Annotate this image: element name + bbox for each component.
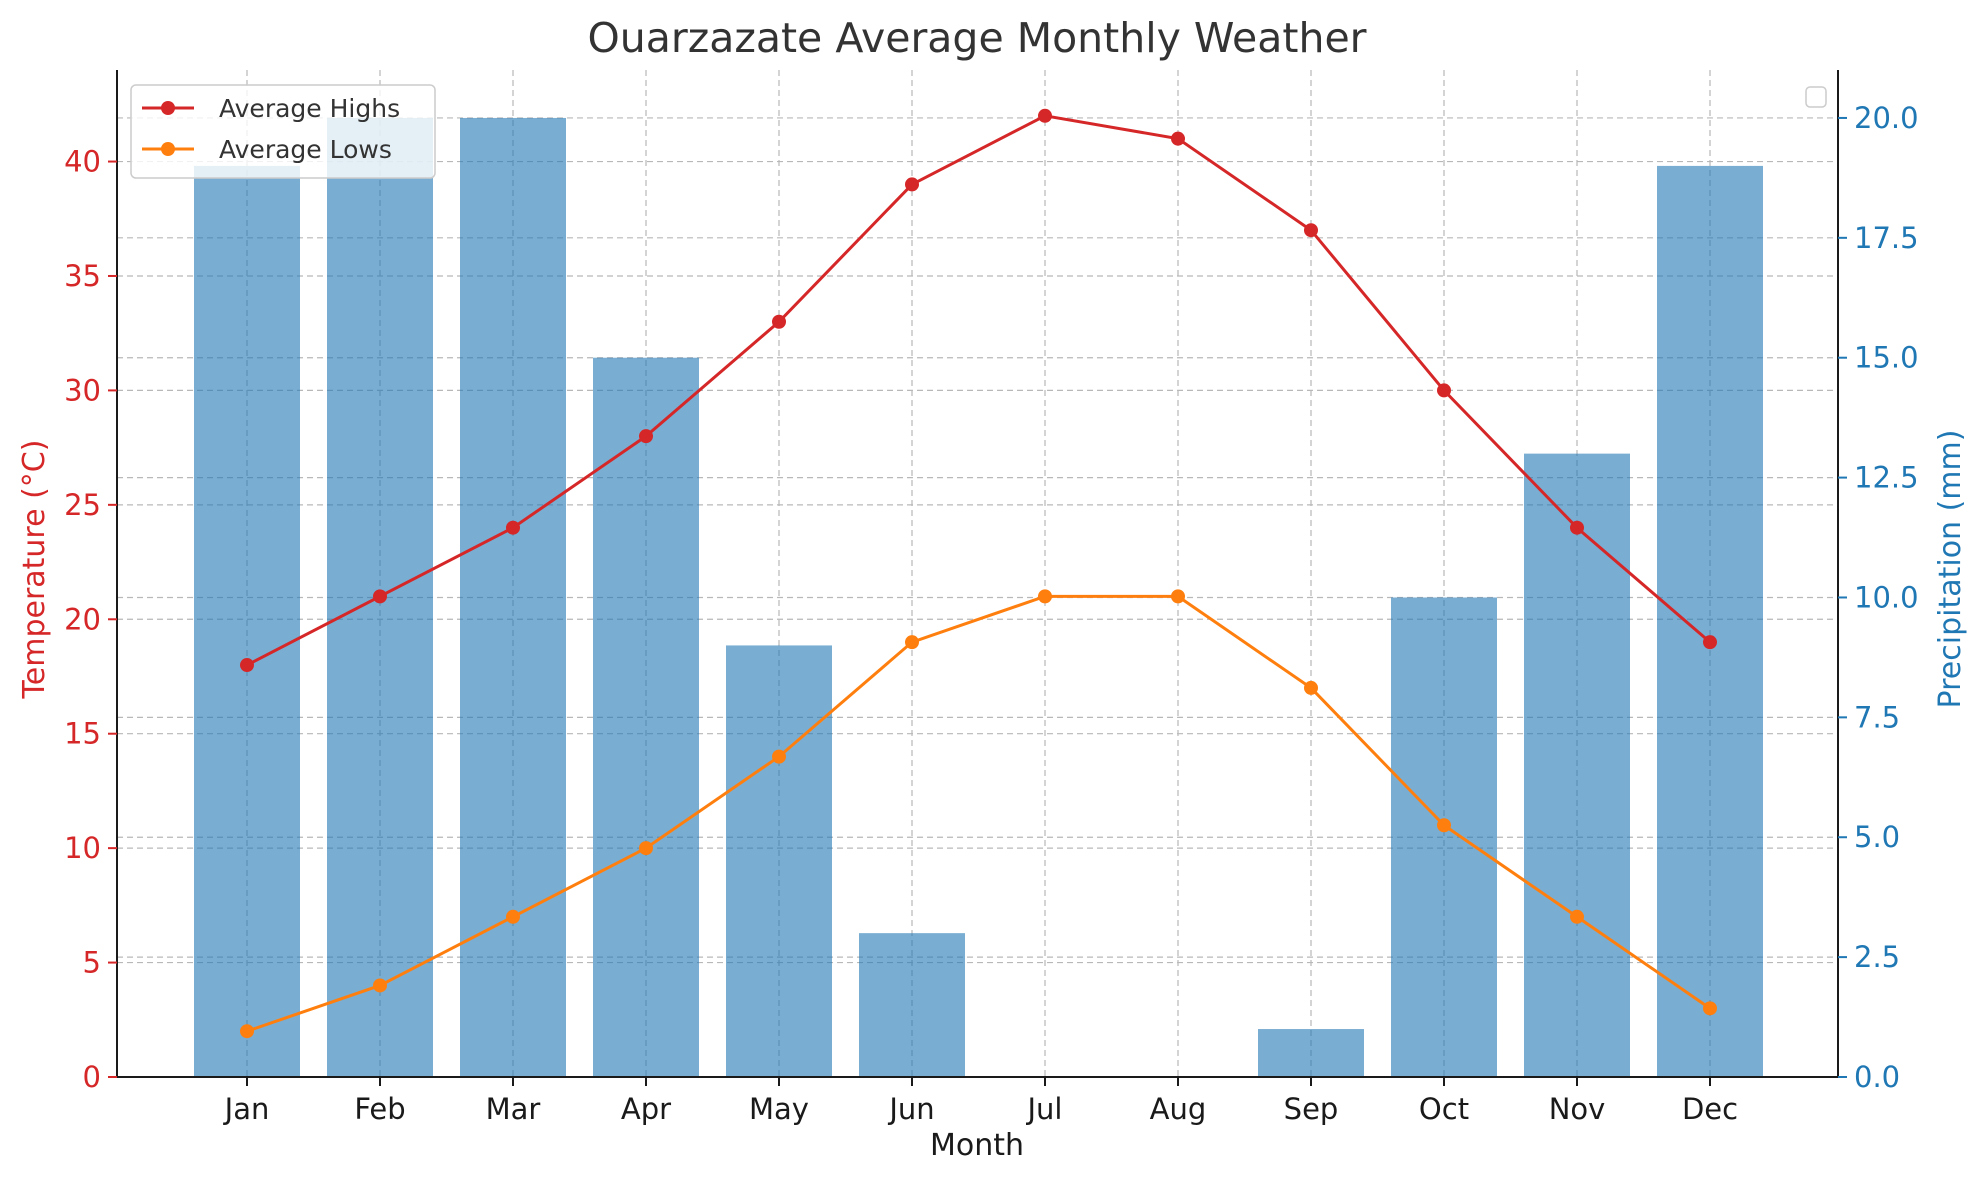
y-tick-label-right: 7.5 — [1854, 700, 1900, 734]
legend-box — [130, 84, 436, 179]
x-tick-label: Mar — [486, 1092, 541, 1126]
axes: Ouarzazate Average Monthly Weather Month… — [17, 14, 1968, 1163]
y-tick-label-left: 40 — [64, 145, 101, 179]
point-average-lows-oct — [1437, 818, 1451, 833]
y-tick-label-left: 30 — [64, 373, 101, 407]
bar-mar — [460, 117, 566, 1077]
point-average-highs-feb — [373, 589, 387, 604]
point-average-lows-feb — [373, 978, 387, 993]
y-tick-label-right: 15.0 — [1854, 341, 1919, 375]
legend-label-average-highs: Average Highs — [219, 94, 400, 123]
x-tick-label: Aug — [1150, 1092, 1207, 1126]
point-average-lows-mar — [506, 909, 520, 924]
y-tick-label-right: 17.5 — [1854, 221, 1919, 255]
y-tick-label-left: 20 — [64, 602, 101, 636]
point-average-highs-sep — [1304, 223, 1318, 238]
bar-jan — [194, 165, 300, 1077]
y-tick-label-left: 10 — [64, 831, 101, 865]
point-average-highs-oct — [1437, 383, 1451, 398]
point-average-lows-aug — [1171, 589, 1185, 604]
y-tick-label-left: 25 — [64, 488, 101, 522]
y-tick-label-right: 2.5 — [1854, 940, 1900, 974]
chart-title: Ouarzazate Average Monthly Weather — [587, 14, 1366, 62]
legend-marker-average-highs — [161, 101, 175, 115]
bar-apr — [593, 357, 699, 1077]
x-tick-label: Jul — [1026, 1092, 1063, 1126]
bar-oct — [1391, 597, 1497, 1077]
point-average-highs-mar — [506, 520, 520, 535]
x-tick-label: Jun — [887, 1092, 934, 1126]
precipitation-bars — [194, 117, 1763, 1078]
bar-may — [726, 645, 832, 1077]
point-average-highs-apr — [639, 429, 653, 444]
x-tick-label: Sep — [1284, 1092, 1339, 1126]
y-tick-label-right: 0.0 — [1854, 1060, 1900, 1094]
point-average-lows-jul — [1038, 589, 1052, 604]
x-tick-label: Feb — [354, 1092, 405, 1126]
x-tick-label: Jan — [223, 1092, 270, 1126]
y-tick-label-left: 35 — [64, 259, 101, 293]
y-tick-label-right: 10.0 — [1854, 580, 1919, 614]
legend-label-average-lows: Average Lows — [219, 135, 392, 164]
x-tick-label: May — [749, 1092, 809, 1126]
point-average-lows-apr — [639, 841, 653, 856]
bar-dec — [1657, 165, 1763, 1077]
bar-sep — [1258, 1029, 1364, 1077]
point-average-highs-dec — [1703, 635, 1717, 650]
point-average-lows-nov — [1570, 909, 1584, 924]
point-average-highs-aug — [1171, 131, 1185, 146]
x-tick-label: Nov — [1549, 1092, 1606, 1126]
empty-legend-box — [1805, 86, 1827, 108]
point-average-lows-jan — [240, 1024, 254, 1039]
line-average-highs — [246, 114, 1711, 667]
temperature-lines — [240, 108, 1717, 1039]
x-axis-label: Month — [930, 1128, 1024, 1163]
point-average-lows-sep — [1304, 680, 1318, 695]
point-average-highs-jan — [240, 658, 254, 673]
point-average-highs-nov — [1570, 520, 1584, 535]
legend-marker-average-lows — [161, 142, 175, 156]
y-tick-label-left: 15 — [64, 717, 101, 751]
y-tick-label-right: 5.0 — [1854, 820, 1900, 854]
bar-nov — [1524, 453, 1630, 1078]
point-average-highs-jun — [905, 177, 919, 192]
y-tick-label-left: 5 — [83, 946, 101, 980]
point-average-lows-dec — [1703, 1001, 1717, 1016]
y-axis-label-left: Temperature (°C) — [17, 440, 52, 700]
point-average-lows-jun — [905, 635, 919, 650]
line-average-lows — [246, 594, 1711, 1033]
x-tick-label: Apr — [621, 1092, 671, 1126]
legend: Average Highs Average Lows — [130, 84, 436, 179]
y-tick-label-left: 0 — [83, 1060, 101, 1094]
y-tick-label-right: 12.5 — [1854, 461, 1919, 495]
point-average-lows-may — [772, 749, 786, 764]
point-average-highs-may — [772, 314, 786, 329]
x-tick-label: Oct — [1419, 1092, 1469, 1126]
point-average-highs-jul — [1038, 108, 1052, 123]
y-tick-label-right: 20.0 — [1854, 101, 1919, 135]
bar-jun — [859, 933, 965, 1077]
x-tick-label: Dec — [1682, 1092, 1738, 1126]
y-axis-label-right: Precipitation (mm) — [1933, 430, 1968, 709]
